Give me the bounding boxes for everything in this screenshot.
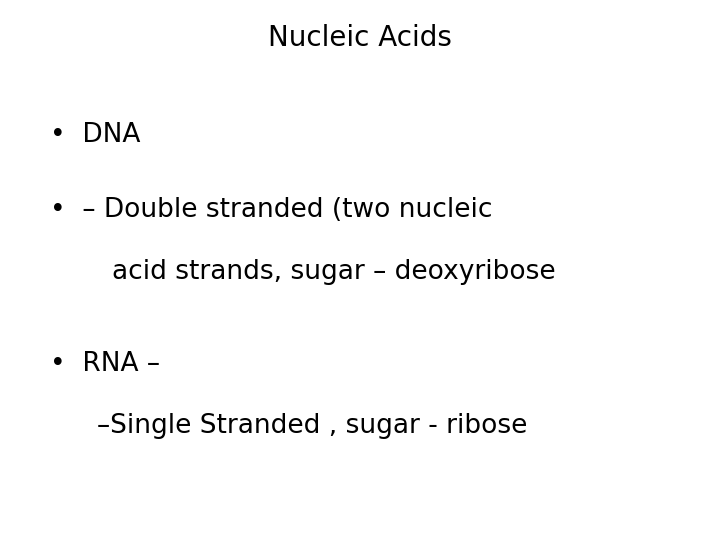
Text: •  – Double stranded (two nucleic: • – Double stranded (two nucleic bbox=[50, 197, 493, 223]
Text: –Single Stranded , sugar - ribose: –Single Stranded , sugar - ribose bbox=[97, 413, 528, 439]
Text: •  DNA: • DNA bbox=[50, 122, 141, 147]
Text: Nucleic Acids: Nucleic Acids bbox=[268, 24, 452, 52]
Text: •  RNA –: • RNA – bbox=[50, 351, 161, 377]
Text: acid strands, sugar – deoxyribose: acid strands, sugar – deoxyribose bbox=[112, 259, 555, 285]
